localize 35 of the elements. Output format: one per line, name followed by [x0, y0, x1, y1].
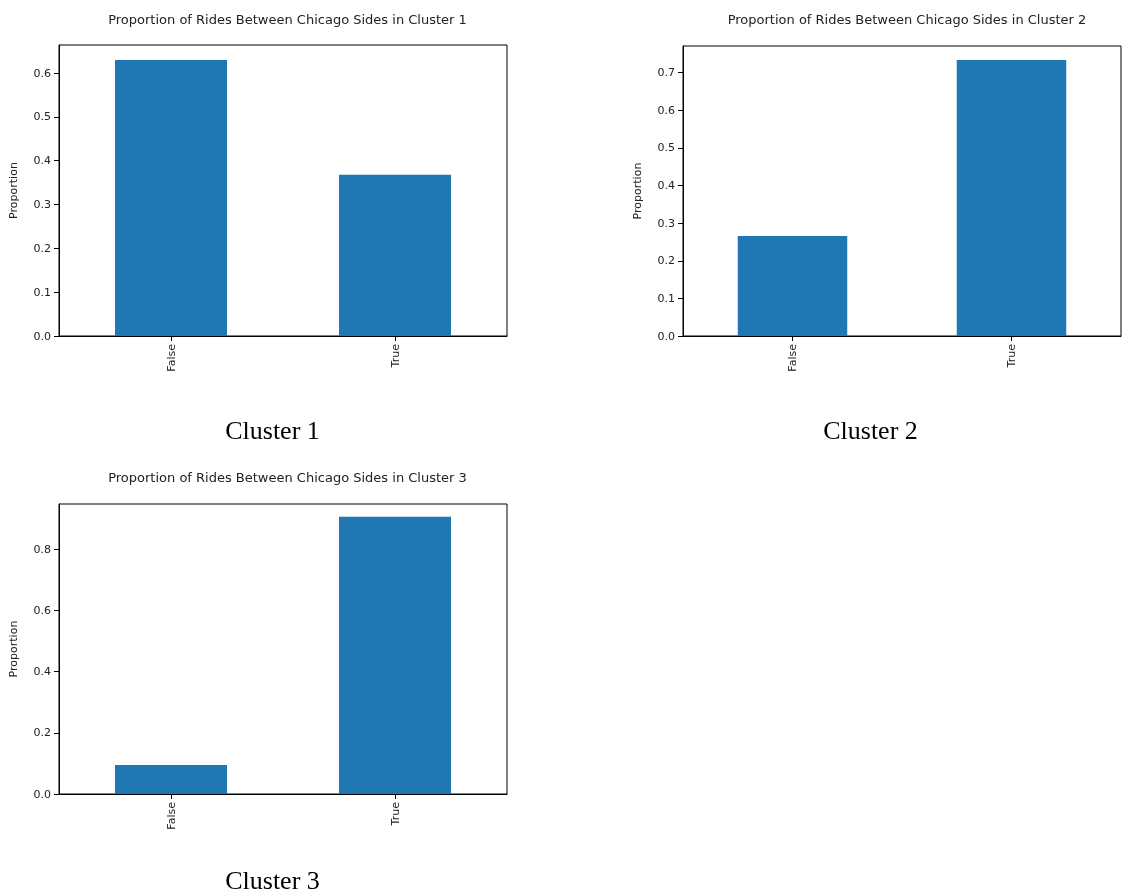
y-tick-label: 0.2 [657, 254, 675, 268]
y-tick-label: 0.4 [657, 179, 675, 193]
y-tick-label: 0.0 [33, 787, 51, 801]
y-tick-label: 0.4 [33, 154, 51, 168]
text: Cluster 1 [225, 415, 320, 445]
x-tick-label: True [388, 801, 402, 827]
y-tick-label: 0.4 [33, 665, 51, 679]
x-tick-label: False [164, 343, 178, 372]
y-tick-label: 0.3 [33, 198, 51, 212]
x-tick-label: False [786, 343, 799, 372]
y-tick-label: 0.6 [33, 603, 51, 617]
y-tick-label: 0.6 [657, 103, 675, 117]
y-tick-label: 0.0 [33, 329, 51, 343]
chart-title: Proportion of Rides Between Chicago Sides in Cluster 2 [727, 12, 1087, 27]
y-tick-label: 0.2 [33, 241, 51, 255]
chart-title: Proportion of Rides Between Chicago Sides in Cluster 1 [108, 12, 467, 27]
text: Cluster 3 [225, 865, 320, 895]
x-tick-label: True [1005, 343, 1018, 369]
y-tick-label: 0.1 [33, 285, 51, 299]
y-tick-label: 0.6 [33, 66, 51, 80]
y-tick-label: 0.3 [657, 216, 675, 230]
y-tick-label: 0.8 [33, 542, 51, 556]
y-tick-label: 0.7 [657, 66, 675, 80]
y-tick-label: 0.5 [33, 110, 51, 124]
y-tick-label: 0.0 [657, 329, 675, 343]
text: Cluster 2 [823, 415, 918, 445]
chart-title: Proportion of Rides Between Chicago Sides in Cluster 3 [108, 470, 467, 485]
y-tick-label: 0.1 [657, 291, 675, 305]
x-tick-label: False [164, 801, 178, 830]
y-axis-title: Proportion [7, 620, 20, 678]
y-tick-label: 0.2 [33, 726, 51, 740]
x-tick-label: True [388, 343, 402, 369]
y-tick-label: 0.5 [657, 141, 675, 155]
y-axis-title: Proportion [7, 162, 20, 219]
y-axis-title: Proportion [631, 162, 644, 220]
